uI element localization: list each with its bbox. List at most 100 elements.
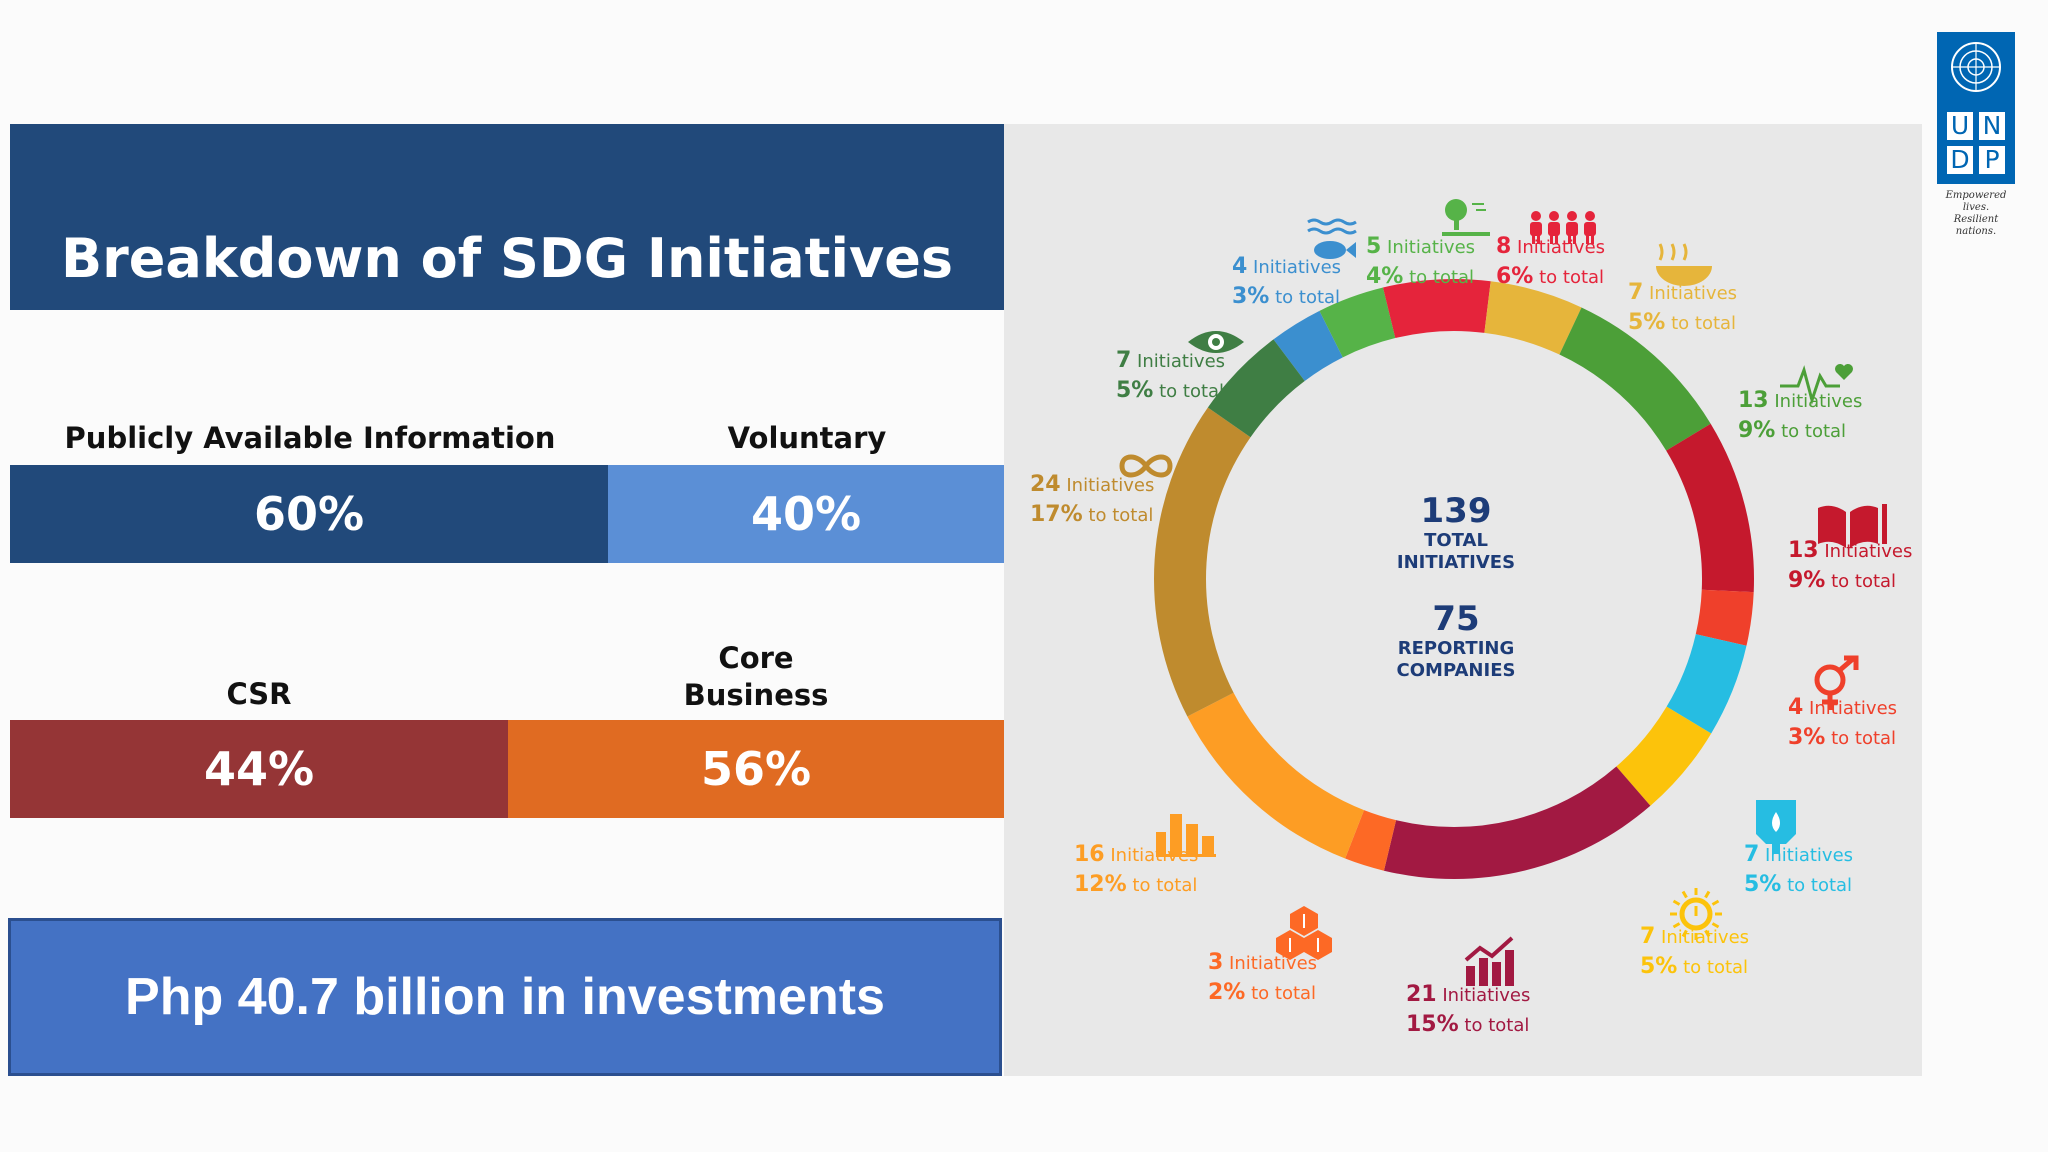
undp-tagline: Empowered lives. Resilient nations. xyxy=(1937,190,2015,238)
segment-percent-line: 2% to total xyxy=(1208,978,1317,1008)
growth-chart-icon xyxy=(1464,936,1514,986)
segment-initiatives-count: 4 xyxy=(1232,254,1248,279)
heartbeat-icon xyxy=(1780,364,1853,406)
people-icon xyxy=(1530,211,1596,244)
infinity-icon xyxy=(1119,454,1173,478)
undp-letter-u: U xyxy=(1947,112,1973,140)
donut-segment-12 xyxy=(1187,692,1365,859)
segment-initiatives-line: 21 Initiatives xyxy=(1406,980,1530,1010)
segment-percent: 9% xyxy=(1788,568,1826,593)
fish-icon xyxy=(1307,218,1357,259)
segment-initiatives-word: Initiatives xyxy=(1774,391,1863,412)
segment-to-total: to total xyxy=(1831,728,1897,749)
donut-segment-9 xyxy=(1616,706,1712,806)
segment-initiatives-word: Initiatives xyxy=(1809,698,1898,719)
segment-initiatives-word: Initiatives xyxy=(1661,927,1750,948)
total-initiatives-label-2: INITIATIVES xyxy=(1396,552,1516,573)
segment-percent: 15% xyxy=(1406,1012,1459,1037)
segment-percent-line: 5% to total xyxy=(1744,870,1853,900)
segment-initiatives-line: 3 Initiatives xyxy=(1208,948,1317,978)
undp-logo: U N D P Empowered lives. Resilient natio… xyxy=(1937,32,2015,238)
donut-segment-4 xyxy=(1484,281,1582,355)
segment-percent: 9% xyxy=(1738,418,1776,443)
segment-initiatives-word: Initiatives xyxy=(1229,953,1318,974)
donut-segment-2 xyxy=(1319,287,1396,358)
segment-percent-line: 3% to total xyxy=(1788,723,1897,753)
segment-annotation-7: 4 Initiatives 3% to total xyxy=(1788,693,1897,753)
public-info-bar: 60% xyxy=(10,465,608,563)
segment-percent-line: 4% to total xyxy=(1366,262,1475,292)
segment-initiatives-word: Initiatives xyxy=(1137,351,1226,372)
core-business-label-line1: Core xyxy=(718,641,794,675)
segment-initiatives-count: 8 xyxy=(1496,234,1512,259)
segment-to-total: to total xyxy=(1671,313,1737,334)
title-banner: Breakdown of SDG Initiatives xyxy=(10,124,1004,310)
segment-percent: 3% xyxy=(1788,725,1826,750)
segment-initiatives-count: 7 xyxy=(1116,348,1132,373)
segment-percent-line: 3% to total xyxy=(1232,282,1341,312)
total-initiatives-label-1: TOTAL xyxy=(1424,530,1488,551)
segment-percent: 5% xyxy=(1640,954,1678,979)
segment-initiatives-line: 7 Initiatives xyxy=(1640,922,1749,952)
segment-to-total: to total xyxy=(1132,875,1198,896)
donut-segment-14 xyxy=(1207,339,1305,438)
segment-percent: 6% xyxy=(1496,264,1534,289)
core-business-bar: 56% xyxy=(508,720,1004,818)
segment-to-total: to total xyxy=(1539,267,1605,288)
segment-percent-line: 12% to total xyxy=(1074,870,1198,900)
segment-initiatives-count: 13 xyxy=(1738,388,1769,413)
segment-percent-line: 5% to total xyxy=(1640,952,1749,982)
segment-percent: 4% xyxy=(1366,264,1404,289)
page-title: Breakdown of SDG Initiatives xyxy=(61,227,953,290)
sdg-donut-chart xyxy=(1119,199,1887,986)
un-emblem-icon xyxy=(1951,42,2001,92)
segment-initiatives-word: Initiatives xyxy=(1387,237,1476,258)
segment-initiatives-count: 4 xyxy=(1788,695,1804,720)
segment-percent-line: 9% to total xyxy=(1738,416,1862,446)
segment-annotation-9: 7 Initiatives 5% to total xyxy=(1640,922,1749,982)
sun-power-icon xyxy=(1670,888,1722,940)
donut-center: 139 TOTAL INITIATIVES 75 REPORTING COMPA… xyxy=(1356,492,1556,682)
segment-initiatives-line: 13 Initiatives xyxy=(1788,536,1912,566)
donut-segment-5 xyxy=(1559,307,1711,451)
segment-annotation-6: 13 Initiatives 9% to total xyxy=(1788,536,1912,596)
voluntary-label: Voluntary xyxy=(727,421,887,455)
investment-banner: Php 40.7 billion in investments xyxy=(8,918,1002,1076)
donut-segment-1 xyxy=(1273,310,1343,381)
segment-initiatives-line: 7 Initiatives xyxy=(1116,346,1225,376)
segment-initiatives-line: 7 Initiatives xyxy=(1744,840,1853,870)
segment-annotation-11: 3 Initiatives 2% to total xyxy=(1208,948,1317,1008)
segment-annotation-5: 13 Initiatives 9% to total xyxy=(1738,386,1862,446)
segment-initiatives-line: 24 Initiatives xyxy=(1030,470,1154,500)
book-icon xyxy=(1818,504,1887,548)
segment-initiatives-word: Initiatives xyxy=(1253,257,1342,278)
investment-text: Php 40.7 billion in investments xyxy=(125,968,885,1026)
segment-initiatives-word: Initiatives xyxy=(1110,845,1199,866)
donut-segment-13 xyxy=(1154,407,1251,717)
reporting-companies-label-1: REPORTING xyxy=(1397,638,1515,659)
segment-initiatives-count: 21 xyxy=(1406,982,1437,1007)
donut-segment-6 xyxy=(1666,423,1754,593)
segment-percent-line: 9% to total xyxy=(1788,566,1912,596)
segment-to-total: to total xyxy=(1464,1015,1530,1036)
segment-initiatives-count: 7 xyxy=(1744,842,1760,867)
segment-initiatives-line: 4 Initiatives xyxy=(1232,252,1341,282)
segment-percent: 12% xyxy=(1074,872,1127,897)
segment-initiatives-line: 4 Initiatives xyxy=(1788,693,1897,723)
segment-percent: 17% xyxy=(1030,502,1083,527)
voluntary-value: 40% xyxy=(750,487,862,541)
donut-segment-8 xyxy=(1666,634,1747,734)
segment-to-total: to total xyxy=(1159,381,1225,402)
segment-initiatives-word: Initiatives xyxy=(1765,845,1854,866)
segment-percent: 5% xyxy=(1116,378,1154,403)
segment-percent-line: 5% to total xyxy=(1628,308,1737,338)
core-business-label: Core Business xyxy=(508,640,1004,714)
csr-bar: 44% xyxy=(10,720,508,818)
globe-eye-icon xyxy=(1188,331,1244,353)
segment-initiatives-count: 24 xyxy=(1030,472,1061,497)
segment-annotation-1: 4 Initiatives 3% to total xyxy=(1232,252,1341,312)
segment-initiatives-count: 7 xyxy=(1628,280,1644,305)
segment-percent-line: 15% to total xyxy=(1406,1010,1530,1040)
undp-tagline-2: Resilient nations. xyxy=(1953,214,1999,237)
segment-percent: 3% xyxy=(1232,284,1270,309)
